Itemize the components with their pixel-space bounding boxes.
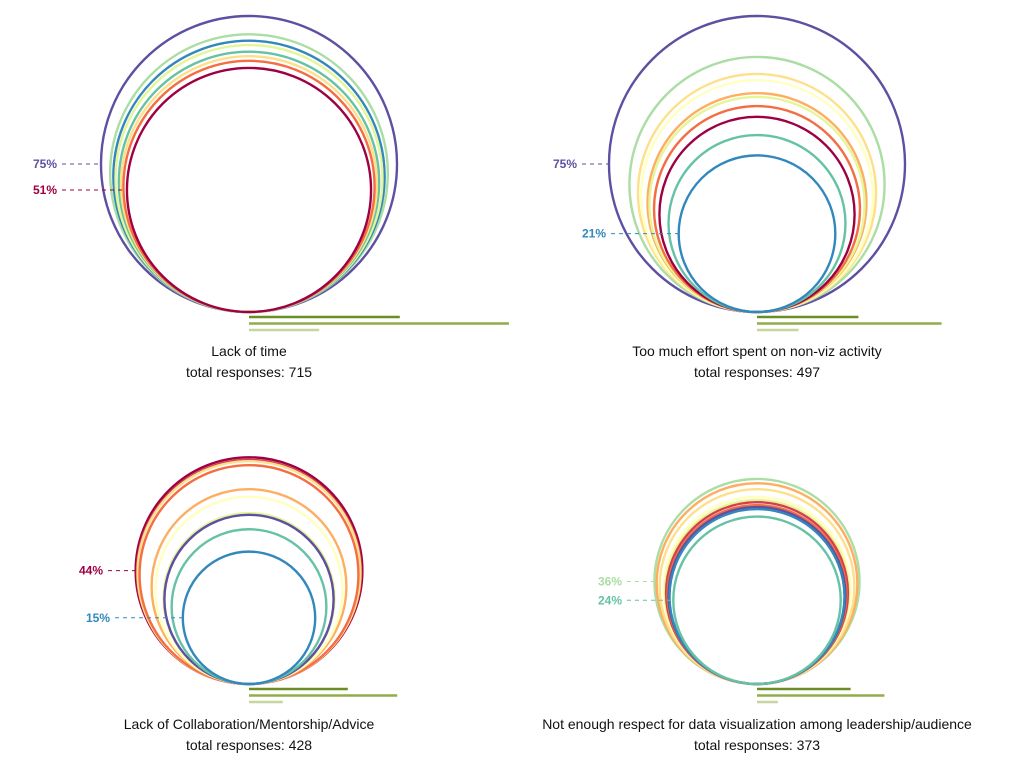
chart-subtitle: total responses: 428 xyxy=(186,737,312,753)
circle-mark xyxy=(628,55,886,314)
circle-mark xyxy=(154,495,344,686)
percent-label: 36% xyxy=(598,574,622,588)
chart-title: Lack of Collaboration/Mentorship/Advice xyxy=(124,716,375,732)
percent-label: 75% xyxy=(553,157,577,171)
circle-mark xyxy=(125,66,373,314)
chart-title: Lack of time xyxy=(211,343,287,359)
percent-label: 44% xyxy=(79,564,103,578)
circle-mark xyxy=(672,515,842,686)
percent-label: 15% xyxy=(86,611,110,625)
circle-mark xyxy=(163,513,335,686)
circle-mark xyxy=(677,154,837,314)
chart-subtitle: total responses: 373 xyxy=(694,737,820,753)
percent-label: 51% xyxy=(33,183,57,197)
chart-title: Too much effort spent on non-viz activit… xyxy=(632,343,882,359)
percent-label: 75% xyxy=(33,157,57,171)
chart-subtitle: total responses: 715 xyxy=(186,364,312,380)
percent-label: 24% xyxy=(598,593,622,607)
chart-subtitle: total responses: 497 xyxy=(694,364,820,380)
circle-mark xyxy=(658,115,856,314)
percent-label: 21% xyxy=(582,227,606,241)
circle-mark xyxy=(667,133,847,314)
chart-title: Not enough respect for data visualizatio… xyxy=(542,716,972,732)
circle-mark xyxy=(181,550,317,686)
